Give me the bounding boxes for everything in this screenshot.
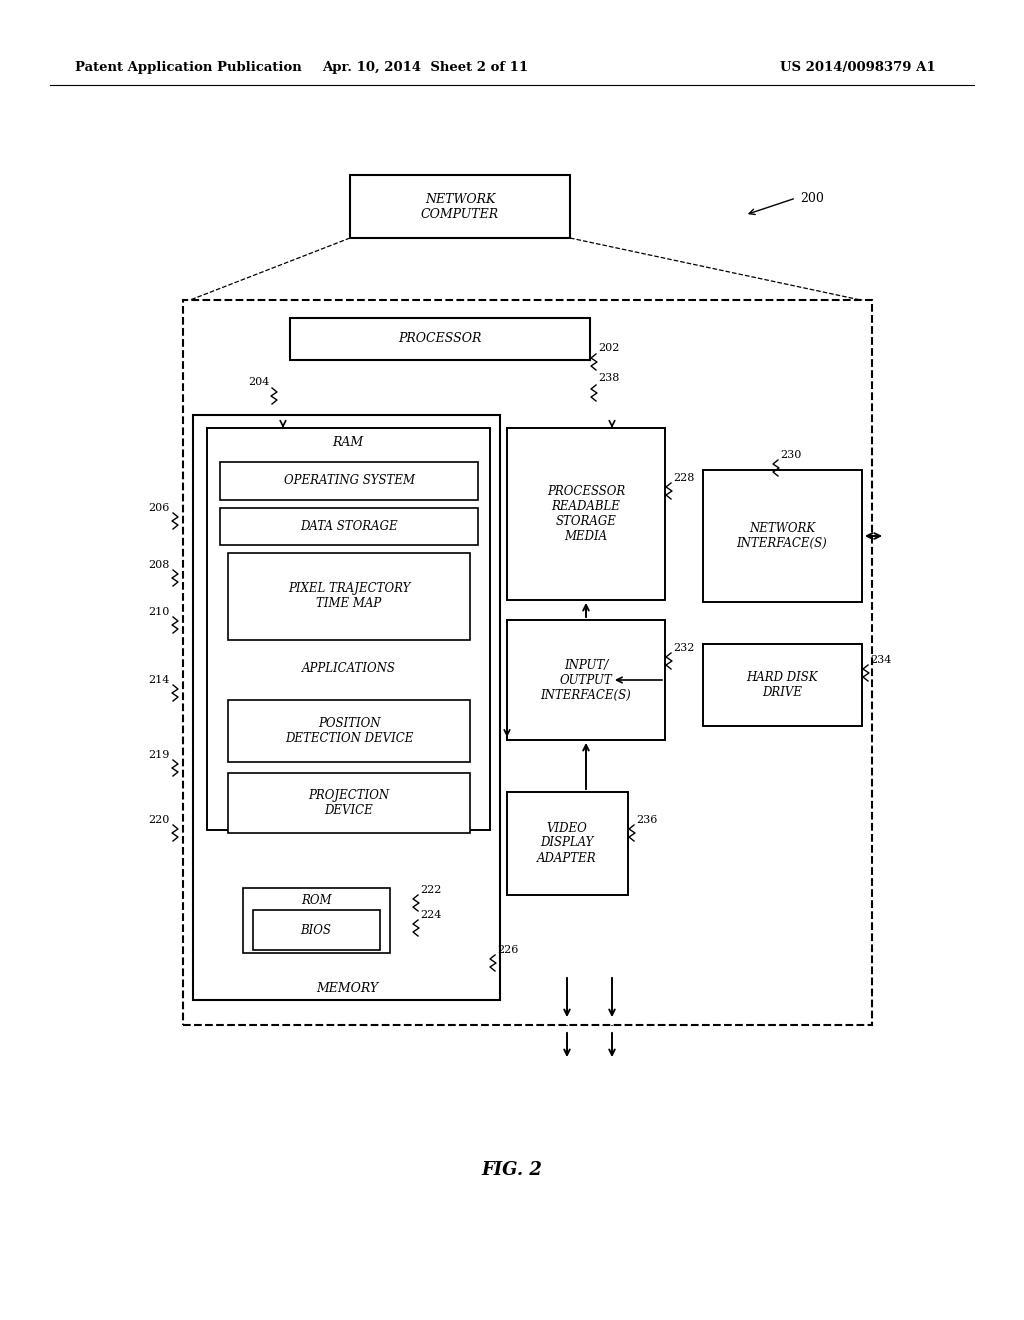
Text: NETWORK
INTERFACE(S): NETWORK INTERFACE(S) [736, 521, 827, 550]
Bar [220, 648, 478, 688]
Text: 222: 222 [420, 884, 441, 895]
Text: RAM: RAM [333, 436, 364, 449]
Text: 224: 224 [420, 909, 441, 920]
Bar [703, 644, 862, 726]
Bar [193, 414, 500, 1001]
Bar [290, 318, 590, 360]
Bar [220, 508, 478, 545]
Bar [183, 300, 872, 1026]
Text: 230: 230 [780, 450, 802, 459]
Text: BIOS: BIOS [301, 924, 332, 936]
Text: 220: 220 [148, 814, 170, 825]
Text: 234: 234 [870, 655, 891, 665]
Text: OPERATING SYSTEM: OPERATING SYSTEM [284, 474, 415, 487]
Text: 208: 208 [148, 560, 170, 570]
Text: Apr. 10, 2014  Sheet 2 of 11: Apr. 10, 2014 Sheet 2 of 11 [322, 62, 528, 74]
Text: 200: 200 [800, 191, 824, 205]
Text: 226: 226 [497, 945, 518, 954]
Bar [228, 553, 470, 640]
Bar [507, 792, 628, 895]
Text: 228: 228 [673, 473, 694, 483]
Text: 210: 210 [148, 607, 170, 616]
Bar [220, 462, 478, 500]
Text: PROCESSOR: PROCESSOR [398, 333, 481, 346]
Bar [253, 909, 380, 950]
Text: PIXEL TRAJECTORY
TIME MAP: PIXEL TRAJECTORY TIME MAP [288, 582, 411, 610]
Text: MEMORY: MEMORY [316, 982, 378, 994]
Text: PROCESSOR
READABLE
STORAGE
MEDIA: PROCESSOR READABLE STORAGE MEDIA [547, 484, 625, 543]
Text: ROM: ROM [301, 894, 331, 907]
Bar [507, 620, 665, 741]
Bar [507, 428, 665, 601]
Text: US 2014/0098379 A1: US 2014/0098379 A1 [780, 62, 936, 74]
Text: DATA STORAGE: DATA STORAGE [300, 520, 397, 532]
Text: 206: 206 [148, 503, 170, 513]
Text: Patent Application Publication: Patent Application Publication [75, 62, 302, 74]
Bar [703, 470, 862, 602]
Bar [228, 700, 470, 762]
Text: 202: 202 [598, 343, 620, 352]
Text: POSITION
DETECTION DEVICE: POSITION DETECTION DEVICE [285, 717, 414, 744]
Text: FIG. 2: FIG. 2 [481, 1162, 543, 1179]
Text: NETWORK
COMPUTER: NETWORK COMPUTER [421, 193, 499, 220]
Text: VIDEO
DISPLAY
ADAPTER: VIDEO DISPLAY ADAPTER [538, 821, 597, 865]
Text: 214: 214 [148, 675, 170, 685]
Text: INPUT/
OUTPUT
INTERFACE(S): INPUT/ OUTPUT INTERFACE(S) [541, 659, 632, 701]
Text: PROJECTION
DEVICE: PROJECTION DEVICE [308, 789, 389, 817]
Text: APPLICATIONS: APPLICATIONS [302, 661, 396, 675]
Text: 236: 236 [636, 814, 657, 825]
Text: HARD DISK
DRIVE: HARD DISK DRIVE [746, 671, 818, 700]
Bar [207, 428, 490, 830]
Text: 219: 219 [148, 750, 170, 760]
Text: 232: 232 [673, 643, 694, 653]
Bar [228, 774, 470, 833]
Text: 204: 204 [249, 378, 270, 387]
Text: 238: 238 [598, 374, 620, 383]
Bar [350, 176, 570, 238]
Bar [243, 888, 390, 953]
